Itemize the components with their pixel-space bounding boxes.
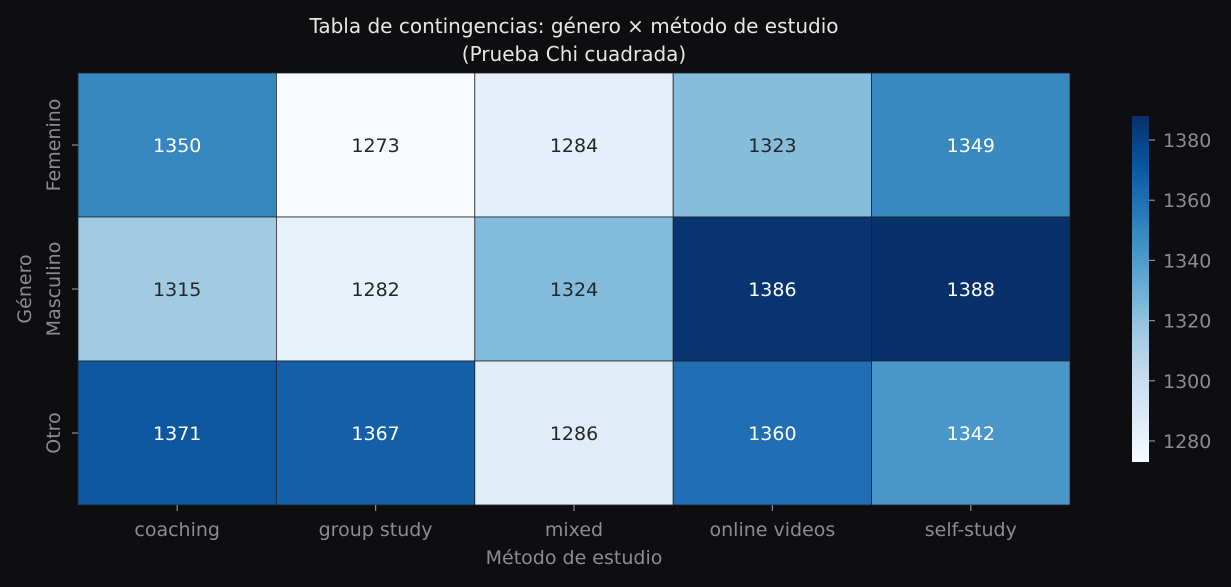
heatmap-cell: [474, 360, 674, 506]
cell-value-label: 1273: [351, 135, 399, 157]
x-axis-label: Método de estudio: [486, 547, 663, 569]
colorbar-tick-label: 1380: [1163, 130, 1211, 152]
cell-value-label: 1284: [550, 135, 598, 157]
heatmap-cell: [77, 216, 277, 362]
heatmap-cell: [275, 360, 476, 506]
heatmap-cell: [871, 360, 1071, 506]
chart-title: Tabla de contingencias: género × método …: [308, 14, 838, 38]
heatmap-cell: [871, 72, 1071, 218]
x-tick-label: coaching: [134, 519, 220, 541]
cell-value-label: 1286: [550, 423, 598, 445]
x-tick-label: self-study: [925, 519, 1017, 541]
colorbar: [1132, 116, 1149, 462]
heatmap-cell: [871, 216, 1071, 362]
heatmap-cell: [275, 72, 476, 218]
x-tick-label: mixed: [545, 519, 603, 541]
colorbar-tick-label: 1360: [1163, 190, 1211, 212]
colorbar-tick-label: 1280: [1163, 431, 1211, 453]
heatmap-cell: [275, 216, 476, 362]
y-tick-label: Femenino: [43, 99, 65, 192]
cell-value-label: 1349: [947, 135, 995, 157]
x-tick-label: online videos: [710, 519, 836, 541]
cell-value-label: 1342: [947, 423, 995, 445]
cell-value-label: 1315: [153, 279, 201, 301]
chart-subtitle: (Prueba Chi cuadrada): [462, 42, 686, 66]
cell-value-label: 1386: [748, 279, 796, 301]
cell-value-label: 1324: [550, 279, 598, 301]
cell-value-label: 1350: [153, 135, 201, 157]
heatmap-cell: [672, 360, 873, 506]
y-axis-label: Género: [14, 254, 36, 323]
heatmap-cell: [77, 72, 277, 218]
y-tick-label: Masculino: [43, 242, 65, 337]
y-tick-label: Otro: [43, 412, 65, 453]
cell-value-label: 1367: [351, 423, 399, 445]
heatmap-cell: [474, 72, 674, 218]
colorbar-tick-label: 1340: [1163, 250, 1211, 272]
cell-value-label: 1360: [748, 423, 796, 445]
heatmap-cell: [672, 72, 873, 218]
cell-value-label: 1388: [947, 279, 995, 301]
cell-value-label: 1323: [748, 135, 796, 157]
colorbar-tick-label: 1300: [1163, 371, 1211, 393]
heatmap-cell: [474, 216, 674, 362]
cell-value-label: 1371: [153, 423, 201, 445]
cell-value-label: 1282: [351, 279, 399, 301]
x-tick-label: group study: [319, 519, 433, 541]
colorbar-tick-label: 1320: [1163, 311, 1211, 333]
